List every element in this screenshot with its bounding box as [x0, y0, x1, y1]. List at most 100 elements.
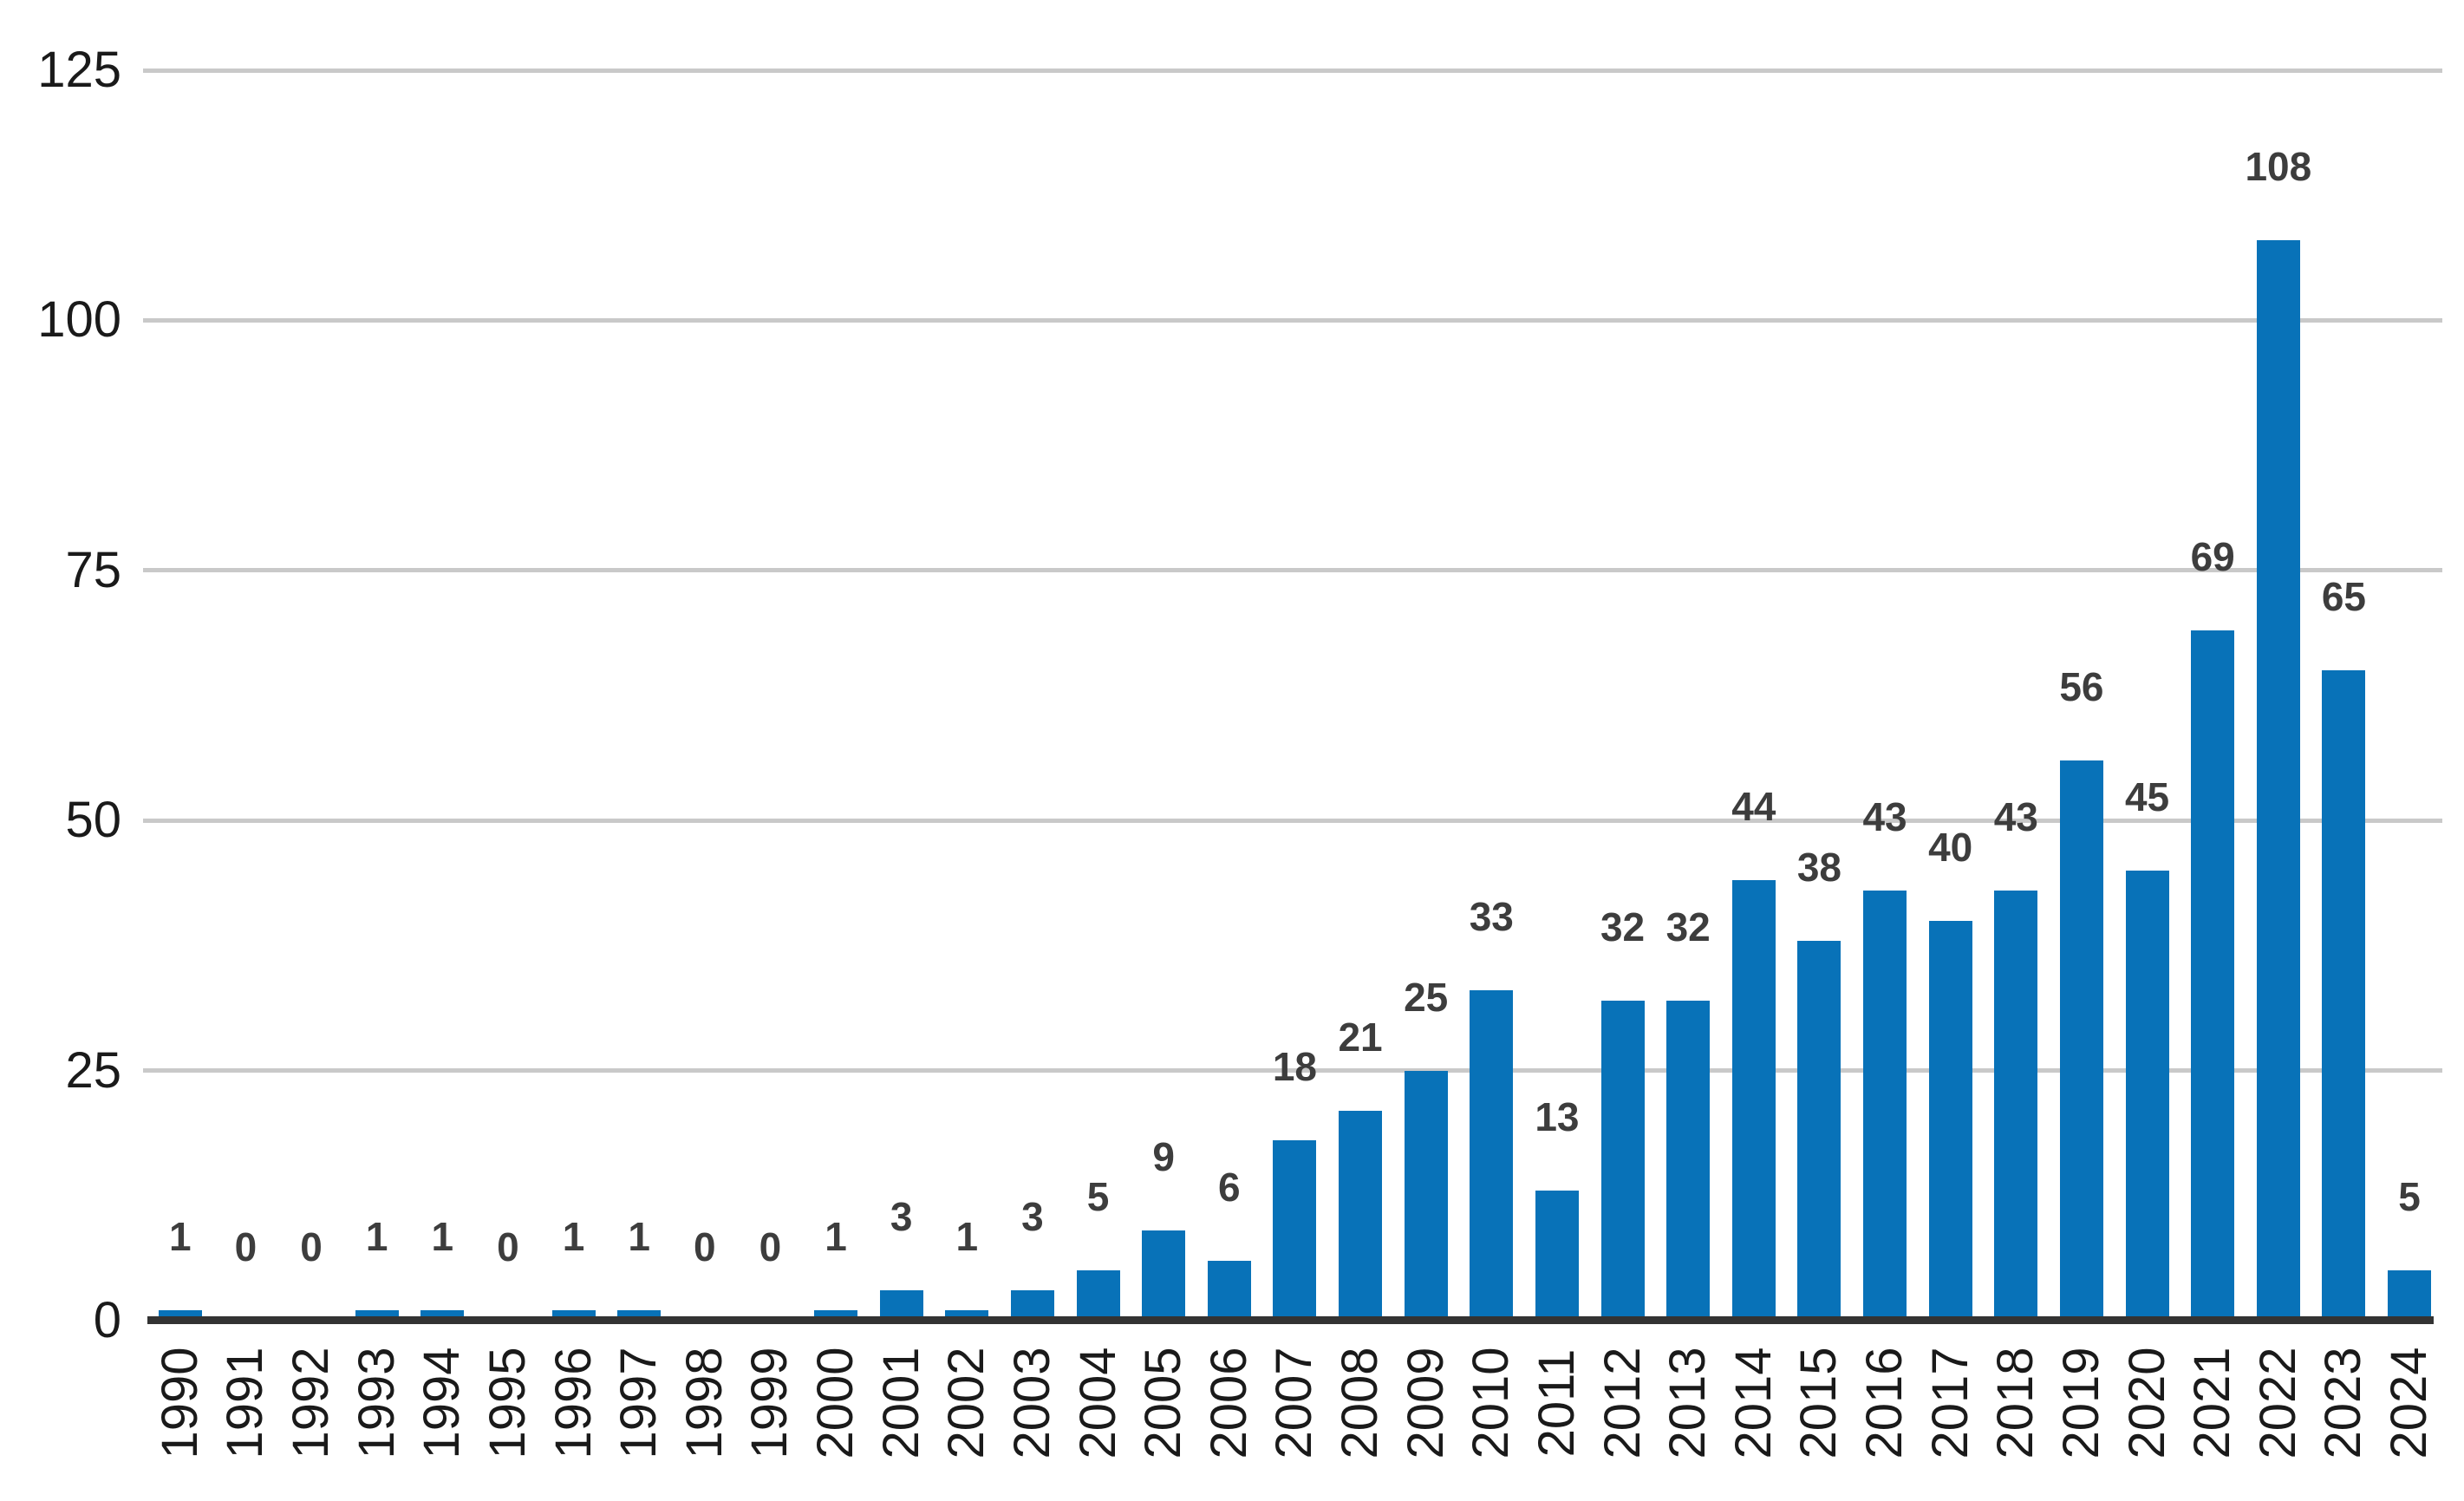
bar-column: 43 2016: [1852, 70, 1918, 1459]
bar-value-label: 0: [497, 1224, 519, 1269]
gridline: [143, 68, 2442, 73]
bar-value-label: 1: [562, 1214, 585, 1260]
bar-column: 44 2014: [1721, 70, 1787, 1459]
bar-value-label: 5: [2398, 1174, 2421, 1220]
bar-value-label: 40: [1928, 824, 1973, 870]
x-tick-label: 2023: [2315, 1347, 2372, 1459]
x-tick-label: 2007: [1266, 1347, 1323, 1459]
bar-value-label: 1: [955, 1214, 979, 1260]
x-tick-label: 2000: [807, 1347, 864, 1459]
plot-area: 1 1990 0 1991 0 1992 1 1993 1 1994 0 1995 1 1996 1 1997…: [143, 68, 2442, 1459]
bar-column: 33 2010: [1459, 70, 1525, 1459]
bar: [1076, 1270, 1120, 1321]
bar-value-label: 0: [234, 1224, 257, 1269]
y-tick-label: 50: [65, 792, 121, 849]
bar: [1535, 1191, 1579, 1321]
bar-value-label: 65: [2321, 574, 2367, 620]
bar-column: 32 2012: [1590, 70, 1656, 1459]
bar-column: 0 1998: [672, 70, 738, 1459]
bar-column: 13 2011: [1524, 70, 1590, 1457]
bar-value-label: 38: [1796, 844, 1842, 890]
bar-value-label: 1: [825, 1214, 847, 1260]
y-tick-label: 125: [37, 42, 121, 98]
x-tick-label: 2008: [1332, 1347, 1389, 1459]
bar-value-label: 25: [1404, 974, 1449, 1020]
y-tick-label: 100: [37, 291, 121, 349]
bar: [2125, 870, 2169, 1321]
x-tick-label: 1996: [544, 1347, 602, 1459]
x-tick-label: 2011: [1528, 1348, 1585, 1458]
bar-value-label: 18: [1272, 1044, 1318, 1090]
y-tick-label: 0: [93, 1292, 121, 1348]
bar: [2191, 630, 2235, 1321]
bar-column: 69 2021: [2180, 70, 2246, 1459]
bar: [945, 1310, 989, 1321]
x-tick-label: 1998: [675, 1347, 733, 1459]
bar-value-label: 43: [1862, 793, 1907, 839]
bar-column: 1 1990: [147, 70, 213, 1459]
bar: [1994, 890, 2038, 1321]
bar: [814, 1310, 858, 1321]
gridline: [143, 1068, 2442, 1074]
bar-column: 5 2004: [1066, 70, 1131, 1459]
bar-column: 56 2019: [2049, 70, 2115, 1459]
x-axis-line: [147, 1316, 2434, 1324]
bar-value-label: 0: [759, 1224, 782, 1269]
bar-value-label: 56: [2059, 663, 2104, 709]
x-tick-label: 1990: [151, 1347, 208, 1459]
bar-value-label: 21: [1338, 1014, 1383, 1060]
x-tick-label: 1994: [414, 1347, 471, 1459]
bar: [2256, 240, 2300, 1321]
x-tick-label: 1991: [217, 1347, 274, 1459]
bar-column: 6 2006: [1196, 70, 1262, 1459]
bar-column: 0 1991: [213, 70, 279, 1459]
bar: [551, 1310, 596, 1321]
x-tick-label: 2010: [1463, 1347, 1520, 1459]
bar-value-label: 9: [1152, 1134, 1175, 1180]
bar-value-label: 13: [1535, 1094, 1580, 1140]
bar: [1273, 1140, 1317, 1321]
bar-column: 43 2018: [1984, 70, 2050, 1459]
bar-column: 38 2015: [1787, 70, 1853, 1459]
bar-column: 3 2001: [869, 70, 935, 1459]
gridlines-layer: [143, 68, 2442, 1321]
x-tick-label: 2020: [2118, 1347, 2175, 1459]
bar-column: 0 1995: [475, 70, 541, 1459]
bar: [2322, 670, 2366, 1321]
bar-column: 1 2002: [935, 70, 1001, 1459]
y-axis: 0 25 50 75 100 125: [0, 45, 121, 1346]
bar-value-label: 5: [1086, 1174, 1110, 1220]
bar-column: 1 1994: [410, 70, 476, 1459]
bar-value-label: 3: [1021, 1194, 1044, 1240]
bar: [1142, 1230, 1186, 1321]
bar: [879, 1290, 923, 1321]
bar-value-label: 1: [431, 1214, 454, 1260]
bar: [1863, 890, 1907, 1321]
bar: [355, 1310, 399, 1321]
bar-value-label: 44: [1731, 784, 1776, 830]
bar: [1404, 1070, 1448, 1321]
bar: [1207, 1260, 1251, 1321]
x-tick-label: 2016: [1856, 1347, 1913, 1459]
bar-column: 21 2008: [1327, 70, 1393, 1459]
x-tick-label: 2018: [1987, 1347, 2044, 1459]
x-tick-label: 2002: [938, 1347, 995, 1459]
bar-value-label: 3: [890, 1194, 913, 1240]
x-tick-label: 2013: [1659, 1347, 1717, 1459]
bar: [1010, 1290, 1054, 1321]
bar: [1666, 1000, 1711, 1321]
gridline: [143, 568, 2442, 573]
bar-value-label: 108: [2245, 144, 2312, 190]
bar-column: 1 1997: [606, 70, 672, 1459]
x-tick-label: 2021: [2184, 1347, 2241, 1459]
x-tick-label: 2004: [1069, 1347, 1126, 1459]
bar-column: 108 2022: [2245, 70, 2312, 1459]
bar-column: 0 1992: [278, 70, 344, 1459]
bar: [1928, 920, 1972, 1321]
bar: [158, 1310, 202, 1321]
bar-column: 40 2017: [1918, 70, 1984, 1459]
bar: [2388, 1270, 2432, 1321]
bar-value-label: 0: [694, 1224, 716, 1269]
x-tick-label: 2024: [2381, 1347, 2438, 1459]
